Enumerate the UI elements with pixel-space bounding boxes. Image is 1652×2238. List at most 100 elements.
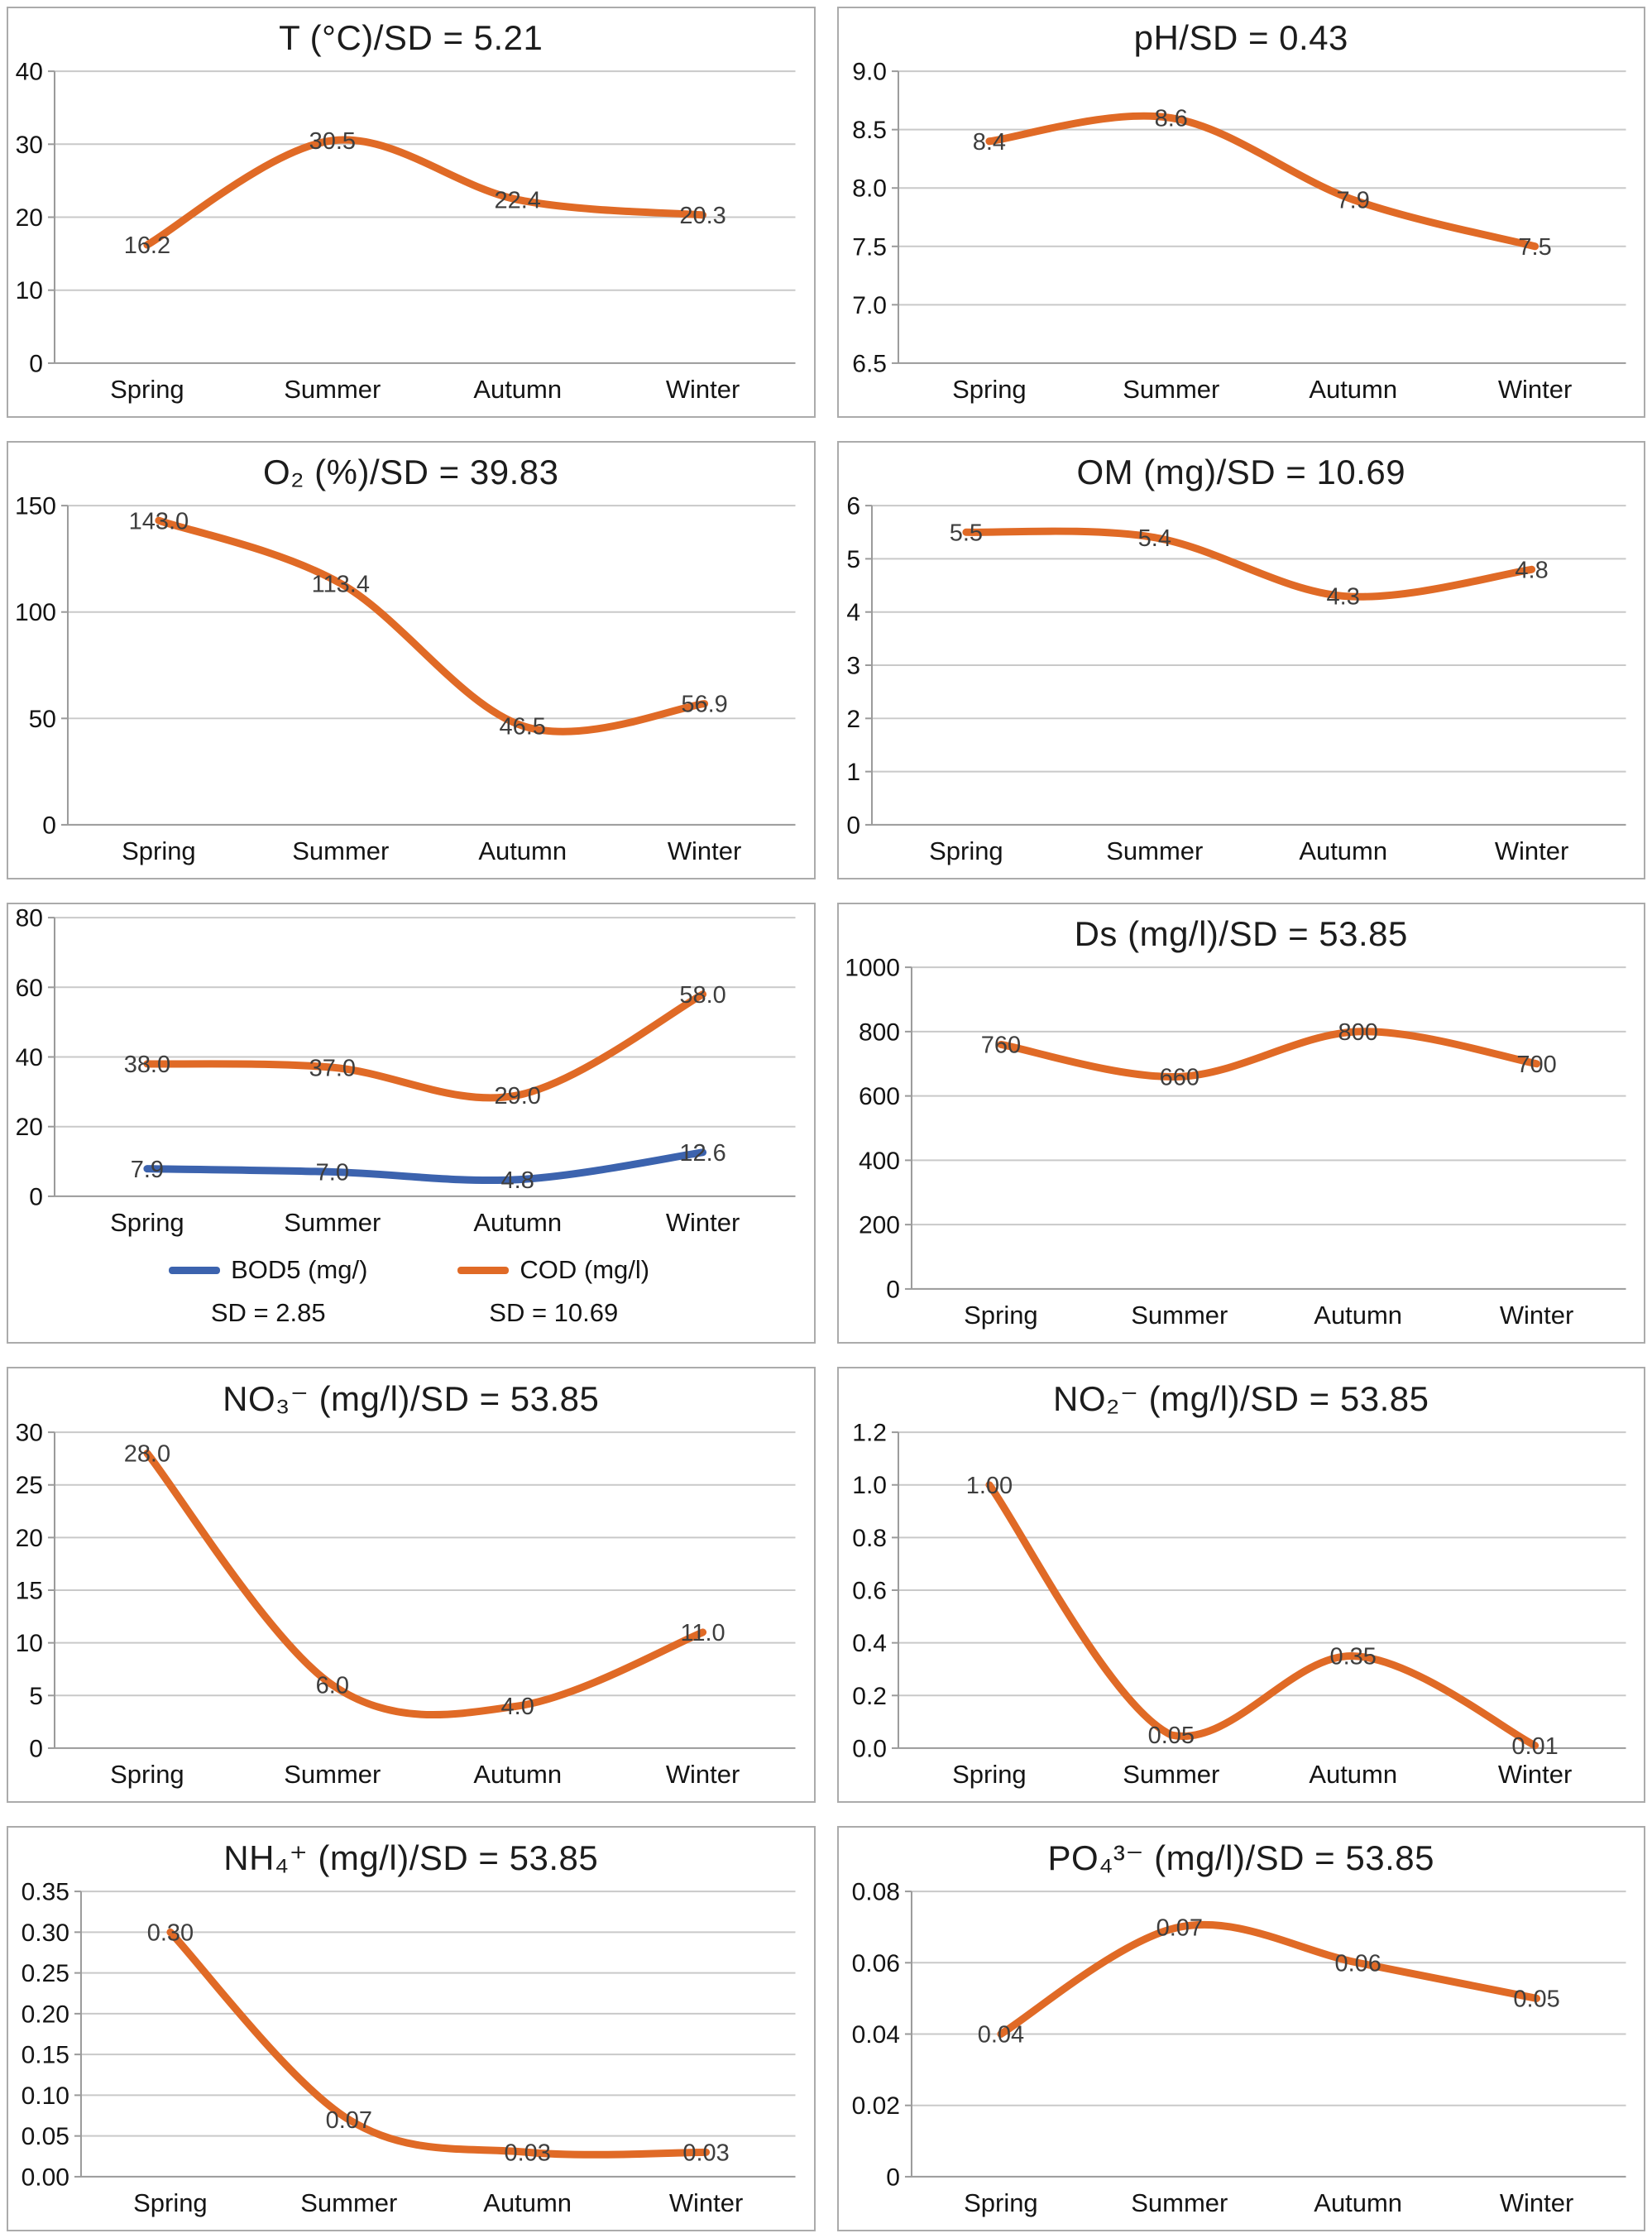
svg-text:0.05: 0.05 [22, 2123, 69, 2150]
svg-text:30: 30 [16, 1420, 43, 1447]
svg-text:6.5: 6.5 [852, 350, 887, 377]
svg-text:6: 6 [846, 493, 860, 520]
svg-text:Summer: Summer [1123, 1760, 1219, 1789]
svg-text:2: 2 [846, 706, 860, 733]
svg-text:0.04: 0.04 [977, 2022, 1023, 2049]
svg-text:20.3: 20.3 [679, 203, 725, 229]
chart-title-ph: pH/SD = 0.43 [1133, 18, 1348, 57]
svg-text:Winter: Winter [1494, 836, 1568, 865]
legend-item-bod5: BOD5 (mg/) [126, 1255, 411, 1285]
chart-panel-phosphate: PO₄³⁻ (mg/l)/SD = 53.85 0 0.02 0.04 0.06 0.0… [836, 1826, 1645, 2231]
chart-panel-om: OM (mg)/SD = 10.69 0 1 2 3 4 5 6 Spring Summer Au… [836, 441, 1645, 879]
svg-text:Spring: Spring [110, 375, 184, 404]
legend-label-cod: COD (mg/l) [520, 1255, 650, 1284]
svg-text:50: 50 [29, 706, 56, 733]
line-plot-ds: 0 200 400 600 800 1000 Spring Summer Autumn Winte… [845, 955, 1626, 1330]
svg-text:150: 150 [15, 493, 56, 520]
svg-text:0.00: 0.00 [22, 2164, 69, 2191]
svg-text:Winter: Winter [1497, 1760, 1571, 1789]
svg-text:Autumn: Autumn [473, 375, 562, 404]
legend-item-cod: COD (mg/l) [411, 1255, 697, 1285]
svg-text:0.4: 0.4 [852, 1630, 887, 1657]
svg-text:6.0: 6.0 [316, 1673, 349, 1699]
svg-text:0.06: 0.06 [1334, 1950, 1381, 1977]
svg-text:37.0: 37.0 [309, 1055, 356, 1081]
svg-text:12.6: 12.6 [679, 1140, 725, 1167]
svg-text:113.4: 113.4 [312, 571, 370, 597]
svg-text:0.07: 0.07 [326, 2107, 372, 2134]
svg-text:Winter: Winter [666, 1760, 740, 1789]
svg-text:Autumn: Autumn [478, 836, 567, 865]
chart-panel-nitrate: NO₃⁻ (mg/l)/SD = 53.85 0 5 10 15 20 25 30 Sprin… [7, 1367, 816, 1803]
svg-text:Autumn: Autumn [1314, 1301, 1402, 1330]
svg-text:Winter: Winter [669, 2188, 743, 2217]
svg-text:7.9: 7.9 [1336, 187, 1369, 213]
svg-text:0: 0 [29, 1735, 43, 1762]
svg-text:40: 40 [16, 1044, 43, 1071]
svg-text:0.25: 0.25 [22, 1960, 69, 1987]
svg-text:Winter: Winter [1497, 375, 1571, 404]
svg-text:0.07: 0.07 [1156, 1915, 1202, 1941]
chart-panel-ammonium: NH₄⁺ (mg/l)/SD = 53.85 0.00 0.05 0.10 0.15 0… [7, 1826, 816, 2231]
svg-text:0.0: 0.0 [852, 1735, 887, 1762]
svg-text:4.3: 4.3 [1326, 584, 1359, 611]
svg-text:15: 15 [16, 1578, 43, 1605]
svg-text:1000: 1000 [845, 955, 900, 982]
svg-text:22.4: 22.4 [494, 187, 540, 213]
svg-text:0.35: 0.35 [1329, 1644, 1376, 1670]
svg-text:Spring: Spring [929, 836, 1003, 865]
svg-text:28.0: 28.0 [124, 1441, 170, 1468]
svg-text:0.05: 0.05 [1513, 1986, 1559, 2013]
svg-text:Winter: Winter [666, 1208, 740, 1237]
svg-text:40: 40 [16, 59, 43, 86]
svg-text:600: 600 [858, 1083, 899, 1110]
chart-title-om: OM (mg)/SD = 10.69 [1076, 453, 1406, 491]
svg-text:8.6: 8.6 [1154, 106, 1187, 132]
svg-text:30: 30 [16, 132, 43, 159]
svg-text:4.0: 4.0 [501, 1694, 534, 1720]
svg-text:0.2: 0.2 [852, 1683, 887, 1710]
svg-text:0: 0 [886, 1276, 900, 1303]
line-plot-phosphate: 0 0.02 0.04 0.06 0.08 Spring Summer Autumn Winte… [851, 1879, 1626, 2217]
svg-text:0.05: 0.05 [1147, 1723, 1194, 1749]
line-plot-nitrate: 0 5 10 15 20 25 30 Spring Summer Autumn Winter 28.0… [16, 1420, 796, 1789]
svg-text:Summer: Summer [1123, 375, 1219, 404]
cod-line-swatch [457, 1266, 510, 1274]
chart-title-ammonium: NH₄⁺ (mg/l)/SD = 53.85 [223, 1838, 599, 1877]
svg-text:Spring: Spring [110, 1208, 184, 1237]
line-plot-bod-cod: 0 20 40 60 80 Spring Summer Autumn Winter 7.9 7.0 4… [16, 905, 796, 1237]
svg-text:11.0: 11.0 [680, 1620, 725, 1646]
svg-text:3: 3 [846, 653, 860, 680]
svg-text:20: 20 [16, 1114, 43, 1141]
svg-text:Summer: Summer [1131, 2188, 1228, 2217]
svg-text:Summer: Summer [292, 836, 389, 865]
line-plot-ammonium: 0.00 0.05 0.10 0.15 0.20 0.25 0.30 0.35 Spring Su… [22, 1879, 796, 2217]
sd-note-bod5: SD = 2.85 [210, 1298, 326, 1327]
chart-panel-temperature: T (°C)/SD = 5.21 0 10 20 30 40 Spring Summer Au… [7, 7, 816, 418]
svg-text:Spring: Spring [964, 2188, 1038, 2217]
sd-note-cod: SD = 10.69 [489, 1298, 619, 1327]
svg-text:5: 5 [29, 1683, 43, 1710]
svg-text:1.0: 1.0 [852, 1472, 887, 1499]
svg-text:4.8: 4.8 [1515, 557, 1548, 583]
line-plot-temperature: 0 10 20 30 40 Spring Summer Autumn Winter 16.2 30.… [16, 59, 796, 404]
svg-text:38.0: 38.0 [124, 1052, 170, 1078]
line-plot-ph: 6.5 7.0 7.5 8.0 8.5 9.0 Spring Summer Autumn Wint… [852, 59, 1626, 404]
svg-text:0.6: 0.6 [852, 1578, 887, 1605]
svg-text:7.5: 7.5 [852, 233, 887, 261]
svg-text:0: 0 [29, 1183, 43, 1210]
svg-text:Summer: Summer [284, 375, 381, 404]
svg-text:Spring: Spring [952, 1760, 1027, 1789]
svg-text:0.20: 0.20 [22, 2001, 69, 2028]
chart-panel-ph: pH/SD = 0.43 6.5 7.0 7.5 8.0 8.5 9.0 Spring Sum… [836, 7, 1645, 418]
svg-text:100: 100 [15, 599, 56, 626]
svg-text:143.0: 143.0 [129, 508, 189, 534]
svg-text:0: 0 [29, 350, 43, 377]
line-plot-om: 0 1 2 3 4 5 6 Spring Summer Autumn Winter 5.5 5.4 4.3… [846, 493, 1626, 865]
svg-text:Autumn: Autumn [473, 1760, 562, 1789]
svg-text:800: 800 [858, 1018, 899, 1046]
svg-text:8.4: 8.4 [972, 129, 1005, 156]
svg-text:20: 20 [16, 1525, 43, 1552]
svg-text:58.0: 58.0 [679, 982, 725, 1009]
svg-text:25: 25 [16, 1472, 43, 1499]
